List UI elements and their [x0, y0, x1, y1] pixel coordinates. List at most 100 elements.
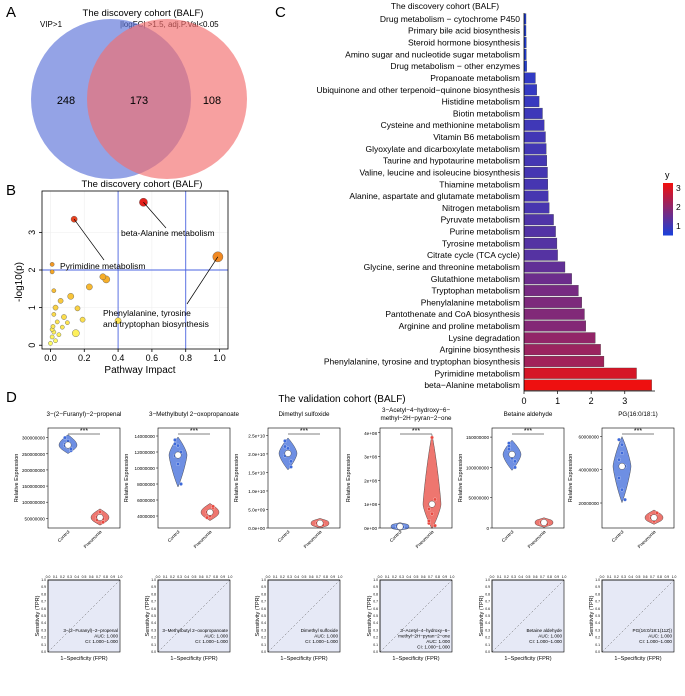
- y-tick-label: 1.5e+10: [248, 470, 265, 475]
- violin-mean-marker: [650, 514, 658, 522]
- violin-point: [620, 487, 624, 492]
- y-tick-label: 0: [27, 343, 37, 348]
- enrichment-category-label: Glycine, serine and threonine metabolism: [364, 262, 520, 272]
- legend-gradient-step: [663, 213, 673, 216]
- roc-x-tick-label: 0.2: [280, 575, 285, 579]
- roc-y-tick-label: 0.6: [373, 607, 378, 611]
- legend-gradient-step: [663, 217, 673, 220]
- legend-gradient-step: [663, 193, 673, 196]
- roc-x-tick-label: 0.1: [163, 575, 168, 579]
- violin-mean-marker: [206, 508, 214, 516]
- violin-frame: [157, 427, 231, 529]
- roc-x-tick-label: 0.2: [614, 575, 619, 579]
- violin-point: [617, 476, 621, 480]
- roc-y-label: Sensitivity (TPR): [145, 595, 151, 636]
- metabolite-title: Dimethyl sulfoxide: [278, 411, 330, 418]
- enrichment-bar: [523, 261, 566, 273]
- legend-gradient-step: [663, 191, 673, 194]
- violin-point: [433, 523, 437, 528]
- y-tick-label: 300000000: [22, 436, 45, 441]
- roc-curve: [601, 579, 674, 652]
- violin-point: [620, 451, 624, 455]
- roc-x-tick-label: 0.0: [156, 575, 161, 579]
- group-label: Control: [277, 529, 291, 543]
- pathway-point: [86, 283, 93, 291]
- enrichment-category-label: Alanine, aspartate and glutamate metabol…: [349, 191, 520, 201]
- roc-metabolite-label: Dimethyl sulfoxide: [301, 628, 339, 633]
- violin-point: [617, 457, 621, 462]
- enrichment-bar: [523, 190, 549, 202]
- significance-label: ***: [412, 428, 420, 435]
- roc-x-tick-label: 0.7: [96, 575, 101, 579]
- y-tick-label: 1: [27, 305, 37, 310]
- roc-x-tick-label: 0.9: [110, 575, 115, 579]
- annotation-leader: [143, 202, 167, 229]
- pathway-point: [56, 332, 62, 338]
- violin-point: [513, 459, 517, 464]
- x-tick-label: 0.0: [44, 353, 57, 363]
- pathway-point: [51, 288, 57, 293]
- y-tick-label: 0: [486, 526, 489, 531]
- roc-y-label: Sensitivity (TPR): [367, 595, 373, 636]
- annotation-leader: [186, 256, 219, 305]
- pathway-point: [72, 329, 80, 338]
- enrichment-category-label: Steroid hormone biosynthesis: [408, 38, 520, 48]
- violin-y-label: Relative Expression: [458, 454, 464, 503]
- pathway-point: [65, 320, 70, 325]
- roc-y-tick-label: 0.6: [485, 607, 490, 611]
- enrichment-bar: [523, 285, 579, 297]
- roc-y-tick-label: 0.1: [261, 643, 266, 647]
- roc-y-tick-label: 0.4: [151, 621, 156, 625]
- y-tick-label: 2.5e+10: [248, 433, 265, 438]
- roc-x-label: 1−Specificity (FPR): [504, 656, 551, 662]
- group-label: Pneumonia: [527, 529, 547, 549]
- roc-y-label: Sensitivity (TPR): [35, 595, 41, 636]
- roc-diagonal: [267, 579, 341, 653]
- y-tick-label: 3: [27, 230, 37, 235]
- roc-y-tick-label: 0.8: [485, 592, 490, 596]
- y-tick-label: 2e+08: [364, 478, 377, 483]
- roc-x-tick-label: 0.5: [636, 575, 641, 579]
- roc-y-tick-label: 0.5: [151, 614, 156, 618]
- roc-x-label: 1−Specificity (FPR): [170, 656, 217, 662]
- panel-letter-b: B: [6, 182, 16, 199]
- roc-x-tick-label: 0.5: [82, 575, 87, 579]
- violin-point: [173, 438, 177, 442]
- roc-x-tick-label: 0.1: [385, 575, 390, 579]
- y-tick-label: 0.0e+00: [248, 526, 265, 531]
- x-tick-label: 2: [589, 396, 594, 406]
- roc-auc-label: AUC: 1.000: [314, 634, 338, 639]
- roc-x-tick-label: 0.6: [199, 575, 204, 579]
- violin-y-label: Relative Expression: [14, 454, 20, 503]
- roc-ci-label: CI: 1.000−1.000: [417, 645, 450, 650]
- roc-curve: [491, 579, 564, 652]
- roc-x-tick-label: 0.8: [657, 575, 662, 579]
- x-tick-label: 0.6: [146, 353, 159, 363]
- enrichment-bar: [523, 143, 547, 155]
- legend-tick-label: 3: [676, 183, 681, 193]
- roc-x-tick-label: 0.9: [220, 575, 225, 579]
- roc-y-tick-label: 0.7: [373, 600, 378, 604]
- legend-gradient-step: [663, 185, 673, 188]
- roc-x-tick-label: 0.2: [170, 575, 175, 579]
- x-tick-label: 3: [622, 396, 627, 406]
- roc-y-tick-label: 0.0: [595, 650, 600, 654]
- roc-y-tick-label: 0.9: [151, 585, 156, 589]
- enrichment-bar: [523, 296, 582, 308]
- violin-frame: [267, 427, 341, 529]
- enrichment-category-label: Vitamin B6 metabolism: [433, 132, 520, 142]
- roc-ci-label: CI: 1.000−1.000: [529, 639, 562, 644]
- y-tick-label: 150000000: [466, 435, 489, 440]
- roc-diagonal: [157, 579, 231, 653]
- y-tick-label: 14000000: [135, 434, 156, 439]
- roc-x-tick-label: 0.8: [435, 575, 440, 579]
- enrichment-bar: [523, 379, 652, 391]
- enrichment-bar: [523, 178, 548, 190]
- enrichment-bar: [523, 273, 572, 285]
- x-tick-label: 0.2: [78, 353, 91, 363]
- pathway-x-label: Pathway Impact: [104, 365, 175, 376]
- validation-panel: The validation cohort (BALF) 3−(2−Furany…: [14, 394, 676, 662]
- violin-point: [69, 447, 73, 451]
- enrichment-bar: [523, 367, 637, 379]
- violin-point: [205, 515, 209, 520]
